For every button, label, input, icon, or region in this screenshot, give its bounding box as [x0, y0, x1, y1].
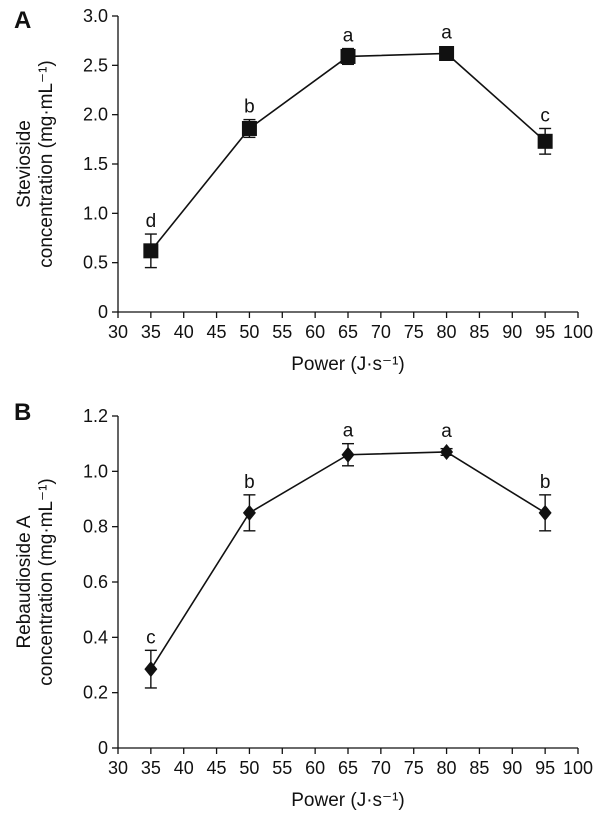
- x-tick-label: 100: [563, 322, 593, 342]
- data-point: [143, 243, 159, 259]
- x-tick-label: 75: [404, 322, 424, 342]
- x-tick-label: 55: [272, 758, 292, 778]
- y-tick-label: 2.5: [83, 55, 108, 75]
- y-tick-label: 2.0: [83, 105, 108, 125]
- x-tick-label: 95: [535, 322, 555, 342]
- panel-label: A: [14, 7, 31, 34]
- y-tick-label: 1.0: [83, 461, 108, 481]
- y-axis-label: Rebaudioside Aconcentration (mg·mL⁻¹): [14, 478, 57, 685]
- y-tick-label: 3.0: [83, 6, 108, 26]
- y-tick-label: 0.2: [83, 683, 108, 703]
- x-tick-label: 40: [174, 322, 194, 342]
- significance-label: c: [540, 105, 550, 126]
- data-point: [440, 443, 454, 460]
- x-tick-label: 60: [305, 758, 325, 778]
- significance-label: d: [146, 211, 157, 232]
- x-tick-label: 55: [272, 322, 292, 342]
- x-tick-label: 70: [371, 758, 391, 778]
- data-point: [241, 120, 257, 136]
- y-tick-label: 0: [98, 738, 108, 758]
- y-tick-label: 1.5: [83, 154, 108, 174]
- significance-label: a: [343, 25, 354, 46]
- series-line: [150, 52, 546, 252]
- significance-label: a: [441, 22, 452, 43]
- y-tick-label: 0.5: [83, 253, 108, 273]
- y-tick-label: 1.2: [83, 406, 108, 426]
- y-axis-label-line: concentration (mg·mL⁻¹): [36, 60, 57, 267]
- x-tick-label: 80: [437, 758, 457, 778]
- x-tick-label: 75: [404, 758, 424, 778]
- x-tick-label: 60: [305, 322, 325, 342]
- significance-label: a: [441, 421, 452, 442]
- x-tick-label: 50: [239, 322, 259, 342]
- x-tick-label: 50: [239, 758, 259, 778]
- x-axis-label: Power (J·s⁻¹): [291, 354, 404, 375]
- x-tick-label: 65: [338, 322, 358, 342]
- x-tick-label: 85: [469, 322, 489, 342]
- panel-label: B: [14, 399, 31, 426]
- y-tick-label: 0: [98, 302, 108, 322]
- data-point: [439, 45, 455, 61]
- y-axis-label-line: concentration (mg·mL⁻¹): [36, 478, 57, 685]
- x-axis-label: Power (J·s⁻¹): [291, 790, 404, 811]
- x-tick-label: 95: [535, 758, 555, 778]
- y-tick-label: 0.4: [83, 627, 108, 647]
- y-axis-label-line: Rebaudioside A: [14, 515, 35, 648]
- y-axis-label-line: Stevioside: [14, 120, 35, 208]
- panel-B: B 0 0.2 0.4 0.6 0.8 1.0 1.2 30 35 40 45 50 55 60 65 70 75…: [14, 399, 593, 811]
- significance-label: b: [540, 472, 551, 493]
- y-tick-label: 1.0: [83, 203, 108, 223]
- data-point: [341, 446, 355, 463]
- data-point: [537, 133, 553, 149]
- x-tick-label: 45: [207, 758, 227, 778]
- data-point: [340, 48, 356, 64]
- significance-label: b: [244, 472, 255, 493]
- series-line: [150, 451, 546, 670]
- x-tick-label: 100: [563, 758, 593, 778]
- x-tick-label: 45: [207, 322, 227, 342]
- significance-label: b: [244, 97, 255, 118]
- x-tick-label: 80: [437, 322, 457, 342]
- data-point: [538, 504, 552, 521]
- x-tick-label: 90: [502, 322, 522, 342]
- x-tick-label: 35: [141, 758, 161, 778]
- y-tick-label: 0.6: [83, 572, 108, 592]
- x-tick-label: 30: [108, 758, 128, 778]
- x-tick-label: 85: [469, 758, 489, 778]
- panel-A: A 0 0.5 1.0 1.5 2.0 2.5 3.0 30 35 40 45 50 55 60 65 70 75…: [14, 6, 593, 375]
- x-tick-label: 30: [108, 322, 128, 342]
- x-tick-label: 70: [371, 322, 391, 342]
- y-axis-label: Steviosideconcentration (mg·mL⁻¹): [14, 60, 57, 267]
- x-tick-label: 40: [174, 758, 194, 778]
- significance-label: c: [146, 627, 156, 648]
- significance-label: a: [343, 421, 354, 442]
- data-point: [144, 661, 158, 678]
- x-tick-label: 90: [502, 758, 522, 778]
- x-tick-label: 35: [141, 322, 161, 342]
- x-tick-label: 65: [338, 758, 358, 778]
- y-tick-label: 0.8: [83, 517, 108, 537]
- data-point: [242, 504, 256, 521]
